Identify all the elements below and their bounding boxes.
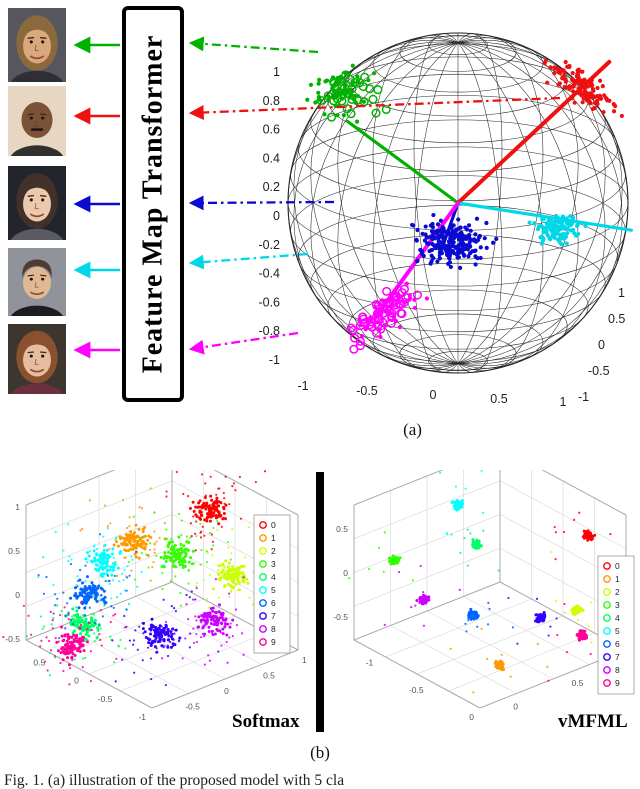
panel-a-label: (a) bbox=[403, 420, 422, 439]
feature-map-transformer-box: Feature Map Transformer bbox=[122, 6, 184, 402]
svg-text:2: 2 bbox=[271, 546, 276, 556]
svg-text:0.8: 0.8 bbox=[263, 94, 280, 108]
vmfml-plot: 0.5 0 -0.5 -1 -0.5 0 0 0.5 10 1 2 3 4 5 6 7 8 9 vMFML bbox=[333, 470, 635, 732]
svg-text:-0.2: -0.2 bbox=[258, 238, 280, 252]
svg-text:0: 0 bbox=[430, 388, 437, 402]
face-image-1 bbox=[8, 8, 66, 82]
svg-text:0.6: 0.6 bbox=[263, 123, 280, 137]
scatter-points bbox=[2, 470, 284, 687]
face-arrows bbox=[73, 36, 120, 359]
svg-text:-0.5: -0.5 bbox=[588, 364, 610, 378]
svg-text:0.5: 0.5 bbox=[336, 524, 348, 534]
panel-divider bbox=[316, 472, 324, 732]
hypersphere-embedding-plot: 10.80.60.40.20-0.2-0.4-0.6-0.8-1-1 -0.5 0 0… bbox=[258, 32, 633, 409]
svg-text:0.5: 0.5 bbox=[572, 678, 584, 688]
panel-a: Feature Map Transformer 1 0.8 0.6 0.4 0.2 0 -0… bbox=[0, 0, 633, 445]
svg-text:-0.5: -0.5 bbox=[333, 612, 348, 622]
svg-text:9: 9 bbox=[271, 637, 276, 647]
svg-text:0.5: 0.5 bbox=[8, 546, 20, 556]
axes-grid bbox=[353, 470, 627, 694]
svg-text:-1: -1 bbox=[366, 658, 374, 668]
svg-text:8: 8 bbox=[615, 665, 620, 675]
svg-text:0.4: 0.4 bbox=[263, 151, 280, 165]
panel-b-label: (b) bbox=[310, 743, 330, 762]
svg-text:8: 8 bbox=[271, 624, 276, 634]
svg-text:-1: -1 bbox=[578, 390, 589, 404]
svg-text:0.2: 0.2 bbox=[263, 180, 280, 194]
svg-text:-0.5: -0.5 bbox=[5, 634, 20, 644]
svg-text:-0.5: -0.5 bbox=[356, 384, 378, 398]
svg-text:0: 0 bbox=[271, 520, 276, 530]
svg-text:1: 1 bbox=[560, 395, 567, 409]
svg-text:0: 0 bbox=[74, 676, 79, 686]
face-image-2 bbox=[8, 86, 66, 156]
transformer-box-label: Feature Map Transformer bbox=[137, 34, 169, 374]
svg-text:5: 5 bbox=[615, 626, 620, 636]
svg-text:6: 6 bbox=[271, 598, 276, 608]
svg-text:0: 0 bbox=[469, 712, 474, 722]
svg-text:-0.4: -0.4 bbox=[258, 267, 280, 281]
axes-box bbox=[353, 470, 627, 709]
svg-text:0: 0 bbox=[343, 568, 348, 578]
svg-text:4: 4 bbox=[271, 572, 276, 582]
svg-text:5: 5 bbox=[271, 585, 276, 595]
svg-text:-1: -1 bbox=[297, 379, 308, 393]
face-image-5 bbox=[8, 324, 66, 394]
svg-text:4: 4 bbox=[615, 613, 620, 623]
plot-title: vMFML bbox=[558, 711, 628, 732]
svg-text:-0.5: -0.5 bbox=[185, 701, 200, 711]
scatter-points bbox=[348, 470, 612, 694]
svg-text:1: 1 bbox=[15, 502, 20, 512]
svg-text:0: 0 bbox=[273, 209, 280, 223]
plot-title: Softmax bbox=[232, 711, 300, 732]
svg-text:-1: -1 bbox=[138, 712, 146, 722]
face-column bbox=[0, 0, 70, 445]
svg-text:1: 1 bbox=[271, 533, 276, 543]
svg-text:0: 0 bbox=[513, 701, 518, 711]
figure-caption: Fig. 1. (a) illustration of the proposed… bbox=[4, 772, 345, 789]
svg-text:1: 1 bbox=[302, 655, 307, 665]
class-mean-rays bbox=[345, 59, 633, 321]
svg-text:-1: -1 bbox=[269, 353, 280, 367]
face-image-3 bbox=[8, 166, 66, 240]
legend: 0 1 2 3 4 5 6 7 8 9 bbox=[253, 514, 291, 654]
svg-text:0: 0 bbox=[615, 561, 620, 571]
tick-labels: 1 0.5 0 -0.5 0.5 0 -0.5 -1 -0.5 0 0.5 1 bbox=[5, 502, 307, 722]
svg-text:9: 9 bbox=[615, 678, 620, 688]
svg-text:0: 0 bbox=[15, 590, 20, 600]
softmax-plot: 1 0.5 0 -0.5 0.5 0 -0.5 -1 -0.5 0 0.5 1 0 1 2 3 4 5 6 7 8 9 So… bbox=[2, 470, 307, 732]
panel-b: 1 0.5 0 -0.5 0.5 0 -0.5 -1 -0.5 0 0.5 1 0 1 2 3 4 5 6 7 8 9 So… bbox=[0, 465, 640, 767]
svg-text:0.5: 0.5 bbox=[490, 392, 507, 406]
sphere-cluster-4 bbox=[527, 213, 588, 247]
svg-text:1: 1 bbox=[273, 65, 280, 79]
tick-labels: 0.5 0 -0.5 -1 -0.5 0 0 0.5 1 bbox=[333, 524, 635, 722]
svg-text:7: 7 bbox=[271, 611, 276, 621]
svg-text:0: 0 bbox=[224, 686, 229, 696]
svg-text:0.5: 0.5 bbox=[608, 312, 625, 326]
legend: 0 1 2 3 4 5 6 7 8 9 bbox=[597, 555, 635, 695]
face-image-4 bbox=[8, 248, 66, 316]
sphere-cluster-3 bbox=[409, 212, 499, 270]
svg-text:2: 2 bbox=[615, 587, 620, 597]
svg-text:-0.5: -0.5 bbox=[98, 694, 113, 704]
svg-text:0.5: 0.5 bbox=[33, 658, 45, 668]
svg-text:0.5: 0.5 bbox=[263, 670, 275, 680]
svg-text:-0.6: -0.6 bbox=[258, 295, 280, 309]
svg-text:6: 6 bbox=[615, 639, 620, 649]
svg-text:-0.5: -0.5 bbox=[409, 685, 424, 695]
sphere-cluster-2 bbox=[542, 58, 624, 119]
svg-text:0: 0 bbox=[598, 338, 605, 352]
svg-text:3: 3 bbox=[271, 559, 276, 569]
svg-text:-0.8: -0.8 bbox=[258, 324, 280, 338]
svg-text:1: 1 bbox=[615, 574, 620, 584]
sphere-cluster-1 bbox=[305, 63, 391, 124]
svg-text:1: 1 bbox=[618, 286, 625, 300]
svg-text:7: 7 bbox=[615, 652, 620, 662]
svg-text:3: 3 bbox=[615, 600, 620, 610]
sphere-cluster-5 bbox=[346, 281, 430, 354]
